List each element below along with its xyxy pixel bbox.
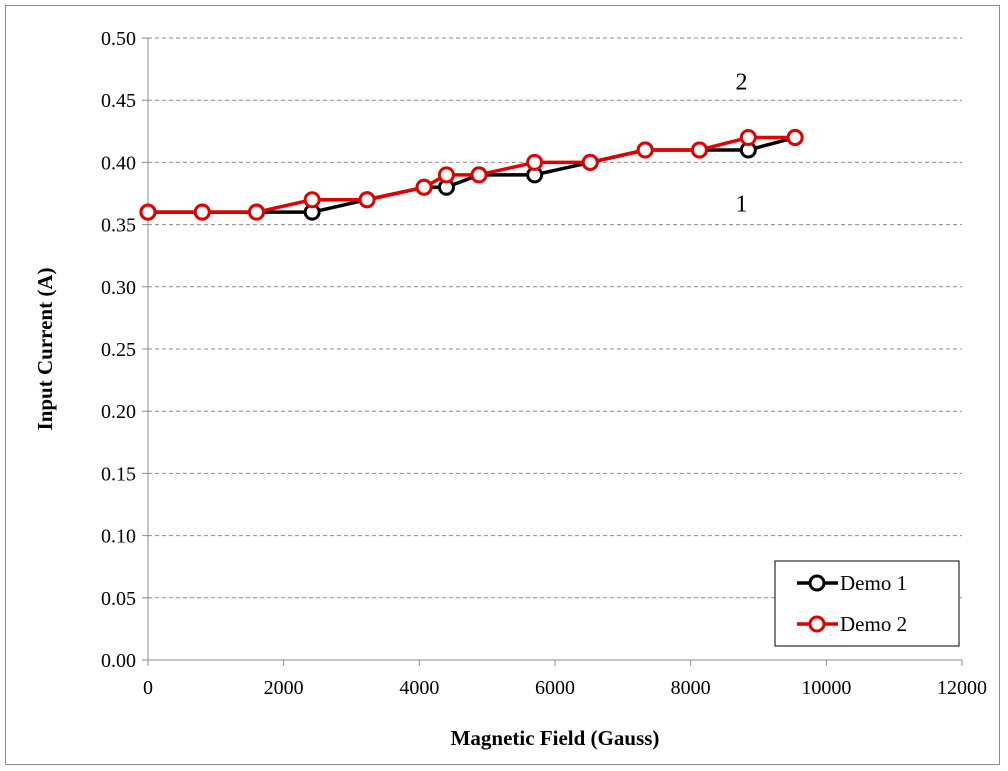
data-point-demo-2 <box>690 141 708 159</box>
data-point-demo-2 <box>526 153 544 171</box>
x-tick-label: 4000 <box>399 677 439 699</box>
data-point-demo-2 <box>139 203 157 221</box>
series-line-demo-2 <box>148 135 796 214</box>
axes: 0.00 0.05 0.10 0.15 0.20 0.25 0.30 0.35 0.40 0.45… <box>101 28 987 699</box>
x-tick-label: 12000 <box>937 677 987 699</box>
data-point-demo-2 <box>786 129 804 147</box>
legend-label-demo-2: Demo 2 <box>840 612 907 636</box>
y-tick-label: 0.00 <box>101 650 136 672</box>
y-axis-title: Input Current (A) <box>33 268 57 431</box>
y-tick-label: 0.10 <box>101 526 136 548</box>
legend: Demo 1 Demo 2 <box>774 560 960 647</box>
data-point-demo-2 <box>248 203 266 221</box>
annotation-label: 1 <box>736 191 748 217</box>
y-tick-label: 0.15 <box>101 463 136 485</box>
x-tick-label: 2000 <box>264 677 304 699</box>
grid-lines <box>148 37 962 599</box>
x-axis-title: Magnetic Field (Gauss) <box>451 726 660 750</box>
data-point-demo-2 <box>636 141 654 159</box>
data-point-demo-2 <box>581 153 599 171</box>
data-point-demo-2 <box>303 191 321 209</box>
y-tick-label: 0.45 <box>101 90 136 112</box>
x-tick-label: 8000 <box>671 677 711 699</box>
data-point-demo-2 <box>437 166 455 184</box>
legend-marker-demo-1 <box>808 574 826 592</box>
legend-box <box>774 560 960 647</box>
y-tick-label: 0.40 <box>101 152 136 174</box>
annotations: 21 <box>736 70 748 218</box>
y-tick-label: 0.50 <box>101 28 136 50</box>
data-point-demo-2 <box>358 191 376 209</box>
legend-label-demo-1: Demo 1 <box>840 571 907 595</box>
y-tick-label: 0.25 <box>101 339 136 361</box>
data-point-demo-2 <box>739 129 757 147</box>
series-lines <box>139 129 804 221</box>
y-tick-label: 0.30 <box>101 277 136 299</box>
data-point-demo-2 <box>470 166 488 184</box>
x-tick-label: 10000 <box>801 677 851 699</box>
legend-marker-demo-2 <box>808 615 826 633</box>
x-tick-label: 6000 <box>535 677 575 699</box>
data-point-demo-2 <box>193 203 211 221</box>
annotation-label: 2 <box>736 70 748 96</box>
data-point-demo-2 <box>415 178 433 196</box>
y-tick-label: 0.20 <box>101 401 136 423</box>
x-tick-label: 0 <box>143 677 153 699</box>
y-tick-label: 0.05 <box>101 588 136 610</box>
y-tick-label: 0.35 <box>101 215 136 237</box>
